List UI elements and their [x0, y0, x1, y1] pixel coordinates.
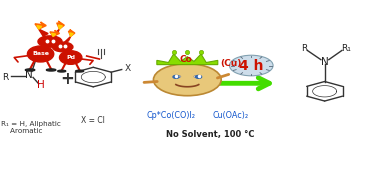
Polygon shape [52, 29, 59, 36]
Text: Base: Base [32, 52, 49, 57]
Circle shape [53, 42, 73, 52]
Polygon shape [70, 33, 73, 36]
Polygon shape [37, 26, 42, 29]
Polygon shape [50, 30, 59, 36]
Circle shape [38, 36, 62, 47]
Polygon shape [58, 25, 62, 29]
Text: N: N [321, 57, 328, 67]
Polygon shape [68, 30, 75, 36]
Polygon shape [53, 36, 61, 42]
Text: Cu(OAc)₂: Cu(OAc)₂ [212, 111, 249, 120]
Text: X: X [125, 64, 131, 73]
Text: R₁: R₁ [33, 49, 42, 57]
Ellipse shape [194, 75, 201, 78]
Text: X = Cl: X = Cl [81, 116, 105, 125]
Polygon shape [39, 29, 48, 36]
Text: Cp*Co(CO)I₂: Cp*Co(CO)I₂ [147, 111, 196, 120]
Text: 4 h: 4 h [239, 59, 263, 72]
Ellipse shape [46, 69, 56, 71]
Text: R₁ = H, Aliphatic
    Aromatic: R₁ = H, Aliphatic Aromatic [1, 122, 61, 134]
Text: R₁: R₁ [341, 44, 351, 53]
Polygon shape [51, 33, 56, 36]
Ellipse shape [174, 75, 181, 78]
Circle shape [173, 76, 179, 78]
Ellipse shape [58, 70, 66, 72]
Text: R: R [2, 72, 9, 82]
Text: No Solvent, 100 °C: No Solvent, 100 °C [166, 130, 254, 139]
Text: H: H [37, 80, 45, 90]
Polygon shape [57, 21, 64, 29]
Text: (Cu): (Cu) [220, 59, 241, 68]
Text: Pd: Pd [66, 55, 75, 60]
Polygon shape [35, 22, 46, 29]
Polygon shape [64, 36, 71, 42]
Text: R: R [301, 44, 307, 53]
Polygon shape [157, 54, 218, 65]
Text: +: + [60, 70, 74, 88]
Circle shape [229, 55, 273, 76]
Circle shape [153, 64, 221, 96]
Text: Co: Co [179, 55, 192, 64]
Ellipse shape [76, 70, 84, 72]
Text: N: N [25, 70, 33, 80]
Ellipse shape [59, 51, 82, 64]
Ellipse shape [25, 69, 35, 71]
Ellipse shape [28, 46, 54, 62]
Circle shape [195, 76, 201, 78]
